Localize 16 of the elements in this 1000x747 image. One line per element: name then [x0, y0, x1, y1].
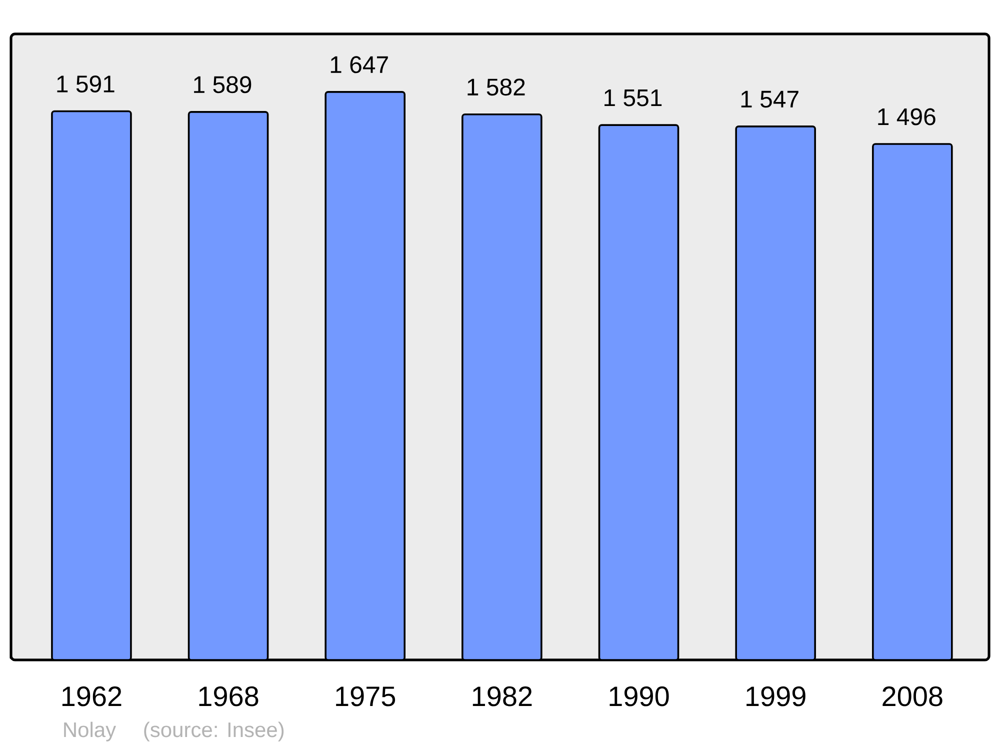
data-label: 1 551: [604, 90, 662, 106]
text: (source: Insee): [144, 722, 284, 742]
data-label: 1 591: [57, 75, 114, 92]
x-tick-label: 1968: [199, 686, 258, 706]
data-label: 1 589: [194, 76, 252, 94]
data-label: 1 647: [330, 56, 388, 74]
data-label: 1 496: [878, 108, 936, 126]
x-tick-label: 1982: [472, 686, 532, 706]
x-tick-label: 1975: [336, 686, 396, 706]
x-tick-label: 1962: [62, 686, 122, 706]
text: Nolay: [64, 722, 116, 742]
data-label: 1 547: [741, 90, 798, 108]
x-tick-label: 1999: [746, 686, 806, 706]
data-label: 1 582: [468, 78, 525, 96]
x-tick-label: 1990: [610, 686, 669, 706]
x-tick-label: 2008: [882, 686, 942, 706]
